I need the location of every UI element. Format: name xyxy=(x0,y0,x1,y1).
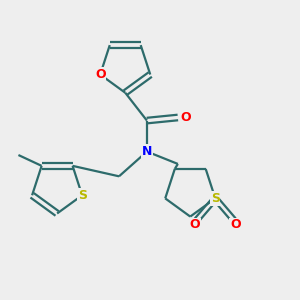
Text: O: O xyxy=(180,111,191,124)
Text: S: S xyxy=(211,192,220,205)
Text: O: O xyxy=(95,68,106,81)
Text: N: N xyxy=(142,145,152,158)
Text: S: S xyxy=(78,189,87,202)
Text: O: O xyxy=(230,218,241,231)
Text: O: O xyxy=(190,218,200,231)
